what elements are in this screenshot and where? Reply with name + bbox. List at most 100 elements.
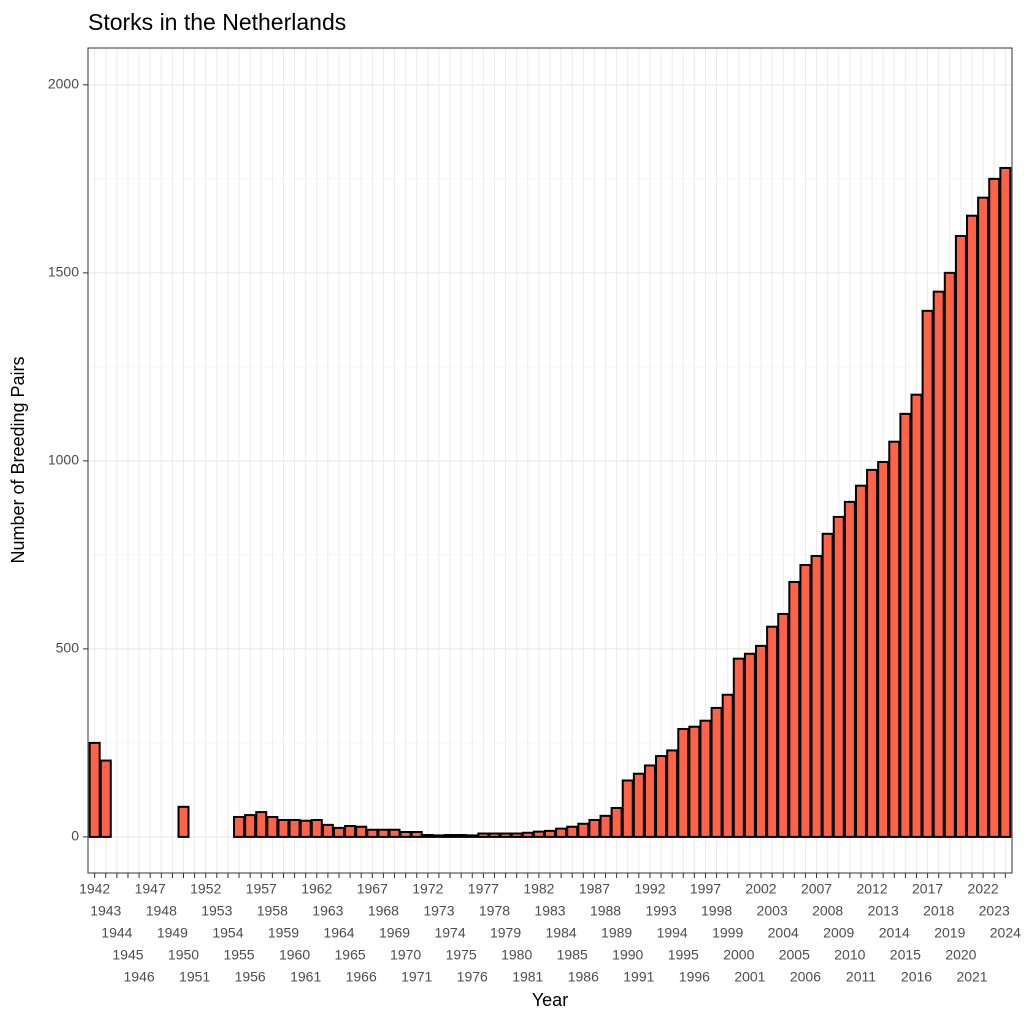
x-tick-label: 2009 (823, 925, 854, 941)
bar (766, 625, 779, 838)
bar (854, 484, 867, 838)
bar (299, 819, 312, 838)
x-tick-label: 1960 (279, 947, 310, 963)
bar (921, 309, 934, 838)
x-tick-label: 1970 (390, 947, 421, 963)
x-tick-label: 1947 (135, 881, 166, 897)
bar (577, 822, 590, 838)
bar (799, 564, 812, 838)
x-tick-label: 1983 (534, 903, 565, 919)
bar (732, 657, 745, 838)
x-tick-label: 1994 (657, 925, 688, 941)
x-tick-label: 1950 (168, 947, 199, 963)
x-tick-label: 1954 (212, 925, 243, 941)
bar (410, 831, 423, 838)
x-tick-label: 2015 (890, 947, 921, 963)
x-tick-label: 1978 (479, 903, 510, 919)
x-tick-label: 2012 (856, 881, 887, 897)
x-tick-label: 1993 (645, 903, 676, 919)
bar (566, 825, 579, 838)
x-tick-label: 1992 (634, 881, 665, 897)
x-tick-label: 2014 (879, 925, 910, 941)
bar (88, 741, 101, 838)
x-tick-label: 1991 (623, 969, 654, 985)
bar (332, 826, 345, 838)
bar (988, 177, 1001, 838)
x-tick-label: 1948 (146, 903, 177, 919)
x-tick-label: 2002 (745, 881, 776, 897)
bar (977, 196, 990, 838)
y-tick-label: 0 (71, 828, 79, 844)
bar (655, 755, 668, 838)
bar (233, 815, 246, 838)
x-tick-label: 2010 (834, 947, 865, 963)
x-tick-label: 1968 (368, 903, 399, 919)
x-tick-label: 1990 (612, 947, 643, 963)
x-tick-label: 2017 (912, 881, 943, 897)
x-tick-label: 1985 (557, 947, 588, 963)
bar (477, 832, 490, 838)
x-tick-label: 1955 (223, 947, 254, 963)
x-tick-label: 1971 (401, 969, 432, 985)
x-tick-label: 1944 (101, 925, 132, 941)
bar (943, 271, 956, 838)
bar (621, 779, 634, 838)
x-tick-label: 1976 (457, 969, 488, 985)
x-tick-label: 1953 (201, 903, 232, 919)
y-tick-label: 500 (56, 640, 80, 656)
x-tick-label: 1957 (246, 881, 277, 897)
x-tick-label: 1959 (268, 925, 299, 941)
x-tick-label: 1963 (312, 903, 343, 919)
x-tick-label: 1952 (190, 881, 221, 897)
bar (244, 814, 257, 838)
x-tick-label: 1964 (323, 925, 354, 941)
bar (821, 532, 834, 838)
bar (255, 811, 268, 838)
x-tick-label: 2019 (934, 925, 965, 941)
x-tick-label: 1982 (523, 881, 554, 897)
panel-border (87, 47, 1013, 874)
x-tick-label: 2006 (790, 969, 821, 985)
x-tick-label: 1973 (423, 903, 454, 919)
x-tick-label: 1996 (679, 969, 710, 985)
x-tick-label: 1951 (179, 969, 210, 985)
y-tick-label: 1000 (48, 452, 79, 468)
x-tick-label: 1987 (579, 881, 610, 897)
x-tick-label: 2008 (812, 903, 843, 919)
bar (743, 652, 756, 838)
bar (488, 832, 501, 838)
x-tick-label: 2024 (990, 925, 1021, 941)
bar (366, 828, 379, 838)
bar (721, 693, 734, 838)
x-tick-label: 1999 (712, 925, 743, 941)
x-tick-label: 1980 (501, 947, 532, 963)
x-tick-label: 1943 (90, 903, 121, 919)
bar (277, 818, 290, 838)
x-tick-label: 1956 (235, 969, 266, 985)
x-tick-label: 2013 (868, 903, 899, 919)
y-tick-label: 1500 (48, 264, 79, 280)
x-tick-label: 2000 (723, 947, 754, 963)
bar (99, 759, 112, 838)
x-tick-label: 1946 (124, 969, 155, 985)
bar (399, 831, 412, 838)
x-tick-label: 1981 (512, 969, 543, 985)
bar (321, 823, 334, 838)
bar (966, 214, 979, 838)
x-tick-label: 1986 (568, 969, 599, 985)
bar (588, 818, 601, 838)
x-tick-label: 1958 (257, 903, 288, 919)
x-tick-label: 2005 (779, 947, 810, 963)
bar (455, 834, 468, 838)
x-tick-label: 2021 (956, 969, 987, 985)
bar (688, 725, 701, 838)
x-tick-label: 1966 (346, 969, 377, 985)
bar (832, 515, 845, 838)
bar (810, 555, 823, 838)
x-tick-label: 1979 (490, 925, 521, 941)
x-tick-label: 1949 (157, 925, 188, 941)
x-tick-label: 1998 (701, 903, 732, 919)
bar (432, 834, 445, 838)
y-axis-title: Number of Breeding Pairs (8, 356, 28, 563)
bar (699, 719, 712, 838)
